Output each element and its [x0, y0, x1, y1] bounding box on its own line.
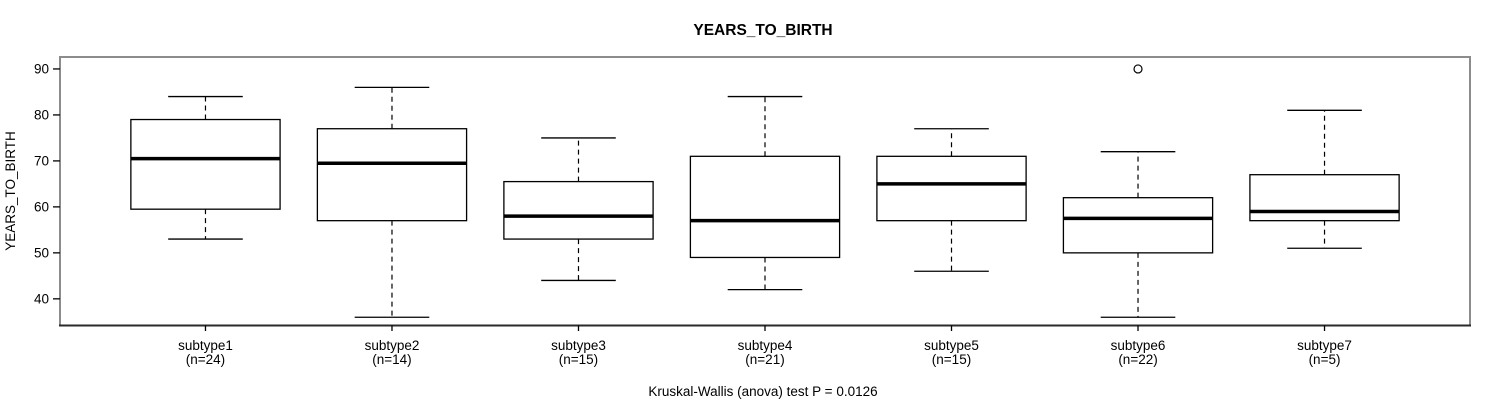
outlier-point: [1133, 64, 1143, 74]
y-axis: 40 50 60 70 80 90: [34, 61, 60, 306]
box-subtype2: [316, 86, 468, 318]
x-tick-label: subtype7: [1297, 338, 1352, 353]
y-tick-label: 70: [34, 153, 49, 168]
boxes: [130, 64, 1400, 318]
y-tick-label: 50: [34, 245, 49, 260]
y-tick-label: 90: [34, 61, 49, 76]
y-tick-label: 60: [34, 199, 49, 214]
y-tick-label: 40: [34, 291, 49, 306]
x-tick-n-label: (n=21): [745, 352, 784, 367]
box-subtype1: [130, 95, 281, 240]
iqr-box: [316, 128, 468, 222]
x-tick-n-label: (n=15): [559, 352, 598, 367]
iqr-box: [876, 155, 1027, 222]
box-subtype5: [876, 128, 1027, 272]
caption: Kruskal-Wallis (anova) test P = 0.0126: [648, 384, 877, 399]
y-axis-title: YEARS_TO_BIRTH: [3, 131, 18, 251]
iqr-box: [1249, 174, 1400, 222]
x-tick-n-label: (n=15): [932, 352, 971, 367]
x-tick-label: subtype4: [738, 338, 793, 353]
box-subtype3: [503, 137, 654, 282]
iqr-box: [503, 180, 654, 240]
x-axis: subtype1(n=24)subtype2(n=14)subtype3(n=1…: [178, 325, 1352, 367]
x-tick-n-label: (n=24): [186, 352, 225, 367]
chart-title: YEARS_TO_BIRTH: [693, 22, 832, 39]
y-tick-label: 80: [34, 107, 49, 122]
x-tick-label: subtype1: [178, 338, 233, 353]
x-tick-label: subtype5: [924, 338, 979, 353]
x-tick-label: subtype3: [551, 338, 606, 353]
x-tick-n-label: (n=5): [1309, 352, 1341, 367]
box-subtype4: [689, 95, 841, 291]
x-tick-n-label: (n=22): [1118, 352, 1157, 367]
x-tick-n-label: (n=14): [372, 352, 411, 367]
box-subtype6: [1062, 64, 1214, 318]
x-tick-label: subtype6: [1111, 338, 1166, 353]
iqr-box: [130, 118, 281, 210]
iqr-box: [1062, 197, 1214, 254]
x-tick-label: subtype2: [365, 338, 420, 353]
iqr-box: [689, 155, 841, 259]
box-subtype7: [1249, 109, 1400, 249]
